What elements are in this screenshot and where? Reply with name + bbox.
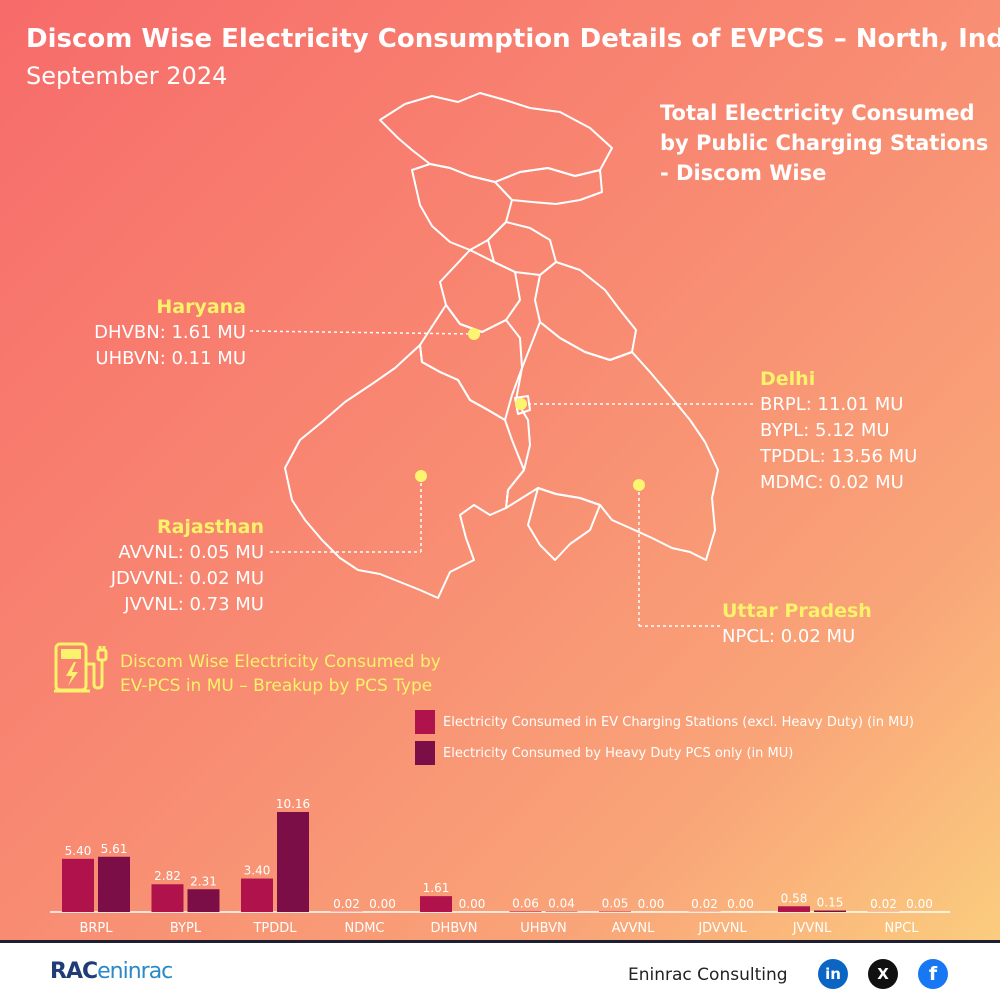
total-heading-line: - Discom Wise (660, 161, 827, 185)
bar (98, 856, 130, 912)
category-label: BYPL (170, 921, 202, 936)
data-label: 0.02 (691, 897, 718, 911)
category-label: AVVNL (612, 921, 656, 936)
ev-caption-line: EV-PCS in MU – Breakup by PCS Type (120, 676, 433, 696)
region-haryana: Haryana DHVBN: 1.61 MU UHBVN: 0.11 MU (60, 294, 246, 372)
region-item: JDVVNL: 0.02 MU (110, 568, 264, 589)
bar (151, 884, 184, 912)
data-label: 0.58 (781, 891, 808, 905)
bar (277, 812, 309, 912)
legend-item-ev-stations: Electricity Consumed in EV Charging Stat… (415, 710, 914, 734)
category-label: UHBVN (520, 921, 566, 936)
up-dot (633, 479, 645, 491)
legend-swatch (415, 741, 435, 765)
data-label: 0.05 (602, 897, 629, 911)
total-heading: Total Electricity Consumed by Public Cha… (660, 98, 988, 188)
linkedin-icon[interactable]: in (818, 959, 848, 989)
eninrac-logo: RACeninrac (50, 959, 173, 984)
region-delhi: Delhi BRPL: 11.01 MU BYPL: 5.12 MU TPDDL… (760, 366, 917, 496)
region-item: DHVBN: 1.61 MU (94, 322, 246, 343)
bar (187, 889, 220, 912)
category-label: DHBVN (431, 921, 478, 936)
region-item: JVVNL: 0.73 MU (124, 594, 264, 615)
data-label: 5.40 (65, 844, 92, 858)
page-title: Discom Wise Electricity Consumption Deta… (26, 24, 1000, 54)
region-name: Rajasthan (156, 516, 264, 538)
footer: RACeninrac Eninrac Consulting in X f (0, 940, 1000, 1000)
category-label: BRPL (79, 921, 113, 936)
facebook-glyph: f (928, 963, 938, 985)
logo-mark: RAC (50, 959, 98, 984)
region-rajasthan: Rajasthan AVVNL: 0.05 MU JDVVNL: 0.02 MU… (60, 514, 264, 618)
data-label: 2.31 (190, 874, 217, 888)
total-heading-line: Total Electricity Consumed (660, 101, 975, 125)
region-name: Uttar Pradesh (722, 600, 872, 622)
rajasthan-dot (415, 470, 427, 482)
bar (62, 858, 94, 912)
region-uttar-pradesh: Uttar Pradesh NPCL: 0.02 MU (722, 598, 872, 650)
haryana-dot (468, 328, 480, 340)
bar (241, 878, 273, 912)
data-label: 5.61 (101, 842, 128, 856)
ev-charger-icon (54, 642, 108, 693)
x-icon[interactable]: X (868, 959, 898, 989)
bar (778, 906, 810, 912)
region-item: NPCL: 0.02 MU (722, 626, 856, 647)
region-name: Haryana (156, 296, 246, 318)
bar (420, 896, 452, 912)
data-label: 0.00 (369, 897, 396, 911)
total-heading-line: by Public Charging Stations (660, 131, 989, 155)
data-label: 0.02 (870, 897, 897, 911)
haryana-connector (249, 330, 475, 335)
data-label: 0.00 (906, 897, 933, 911)
category-label: NDMC (344, 921, 384, 936)
category-label: TPDDL (252, 921, 297, 936)
legend-label: Electricity Consumed in EV Charging Stat… (443, 714, 914, 730)
legend-swatch (415, 710, 435, 734)
region-item: MDMC: 0.02 MU (760, 472, 904, 493)
delhi-dot (515, 398, 527, 410)
data-label: 0.15 (817, 896, 844, 910)
linkedin-glyph: in (825, 965, 841, 983)
brand-name: Eninrac Consulting (628, 965, 788, 985)
category-label: JDVVNL (697, 921, 747, 936)
data-label: 0.00 (727, 897, 754, 911)
connector-layer (249, 328, 645, 491)
bar (509, 911, 542, 912)
category-label: NPCL (885, 921, 920, 936)
legend-label: Electricity Consumed by Heavy Duty PCS o… (443, 745, 794, 761)
legend-item-heavy-duty: Electricity Consumed by Heavy Duty PCS o… (415, 741, 793, 765)
region-name: Delhi (760, 368, 816, 390)
data-label: 1.61 (423, 881, 450, 895)
data-label: 0.04 (548, 897, 575, 911)
region-item: BYPL: 5.12 MU (760, 420, 890, 441)
data-label: 10.16 (276, 797, 310, 811)
data-label: 3.40 (244, 864, 271, 878)
data-label: 0.00 (638, 897, 665, 911)
logo-word: eninrac (97, 959, 173, 984)
data-label: 0.02 (333, 897, 360, 911)
ev-caption-line: Discom Wise Electricity Consumed by (120, 652, 441, 672)
bar (814, 910, 846, 912)
ev-caption: Discom Wise Electricity Consumed by EV-P… (120, 650, 441, 698)
region-item: UHBVN: 0.11 MU (95, 348, 246, 369)
category-label: JVVNL (792, 921, 832, 936)
north-india-map (0, 0, 1000, 660)
page-subtitle: September 2024 (26, 62, 228, 90)
region-item: BRPL: 11.01 MU (760, 394, 904, 415)
x-glyph: X (877, 965, 889, 983)
region-item: TPDDL: 13.56 MU (760, 446, 918, 467)
data-label: 2.82 (154, 869, 181, 883)
data-label: 0.06 (512, 896, 539, 910)
bar-chart: 5.40 5.61 BRPL 2.82 2.31 BYPL 3.40 10.16 TPDDL 0.… (50, 797, 950, 936)
data-label: 0.00 (459, 897, 486, 911)
region-item: AVVNL: 0.05 MU (118, 542, 264, 563)
facebook-icon[interactable]: f (918, 959, 948, 989)
